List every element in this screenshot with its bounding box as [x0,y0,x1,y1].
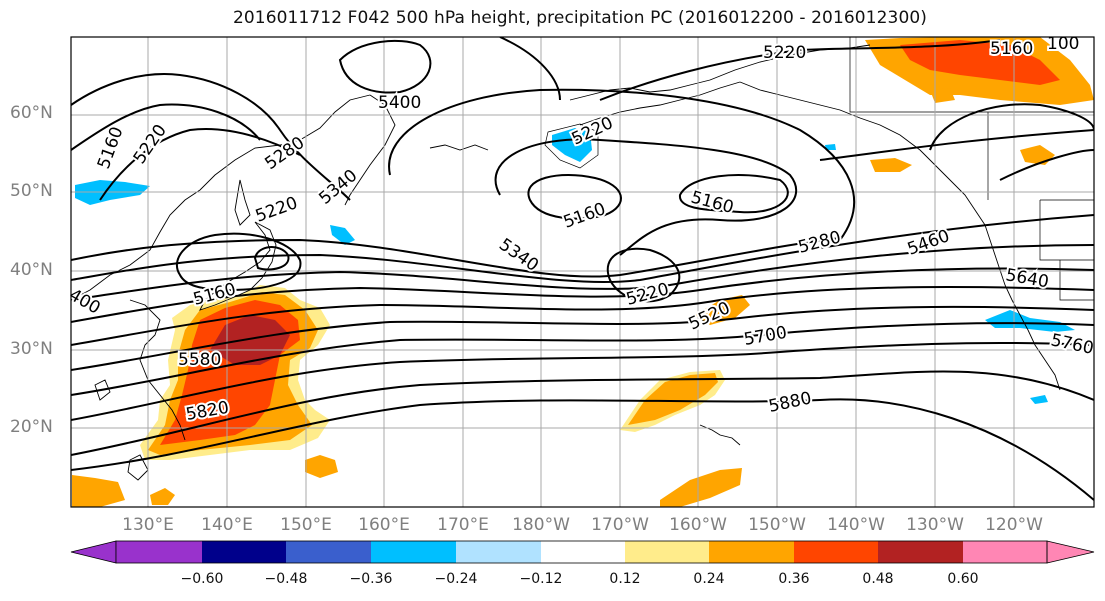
lat-label: 20°N [10,417,53,437]
contour-label: 100 [1047,34,1079,54]
colorbar-tick-label: −0.36 [349,571,393,587]
map-frame [70,36,1095,508]
contour-label: 5580 [178,350,221,370]
lon-label: 160°E [358,515,410,535]
colorbar-tick-label: −0.48 [264,571,308,587]
lat-label: 30°N [10,339,53,359]
contour-label: 5220 [569,113,617,149]
contour-label: 5700 [742,323,788,350]
colorbar-tick-label: 0.36 [778,571,810,587]
colorbar-extend-low [70,540,117,564]
contour-label: 5220 [253,193,300,227]
lat-label: 40°N [10,260,53,280]
colorbar-tick-label: −0.12 [519,571,563,587]
contour-label: 5280 [796,227,843,258]
contour-label: 5880 [767,388,813,417]
lon-label: 120°W [985,515,1043,535]
lon-label: 170°E [437,515,489,535]
contour-label: 5760 [1049,330,1095,359]
contour-label: 5340 [315,166,361,209]
lon-label: 150°E [280,515,332,535]
colorbar-extend-high [1046,540,1095,564]
colorbar-tick-label: −0.60 [180,571,224,587]
colorbar-tick-label: 0.60 [947,571,979,587]
map-title: 2016011712 F042 500 hPa height, precipit… [232,8,928,28]
lon-label: 140°E [201,515,253,535]
lon-label: 130°E [122,515,174,535]
precip-area-japan-max [210,315,290,365]
contour-label: 5220 [130,121,171,168]
colorbar-tick-label: 0.12 [609,571,641,587]
lon-label: 140°W [827,515,885,535]
colorbar-tick-label: −0.24 [434,571,478,587]
lat-label: 60°N [10,103,53,123]
lon-label: 180°W [512,515,570,535]
lat-label: 50°N [10,181,53,201]
colorbar-tick-label: 0.48 [862,571,894,587]
lon-label: 160°W [669,515,727,535]
lon-label: 170°W [591,515,649,535]
precip-fills [72,37,1094,507]
contour-label: 5160 [990,39,1033,59]
height-contours [71,37,1094,501]
contour-label: 5400 [378,93,421,113]
lon-label: 130°W [906,515,964,535]
colorbar-tick-label: 0.24 [693,571,725,587]
contour-label: 5160 [561,199,608,233]
contour-label: 5220 [763,43,806,63]
precip-neg-aleutian [552,128,592,162]
colorbar [70,540,1095,564]
contour-label: 5220 [624,279,671,310]
lon-label: 150°W [748,515,806,535]
